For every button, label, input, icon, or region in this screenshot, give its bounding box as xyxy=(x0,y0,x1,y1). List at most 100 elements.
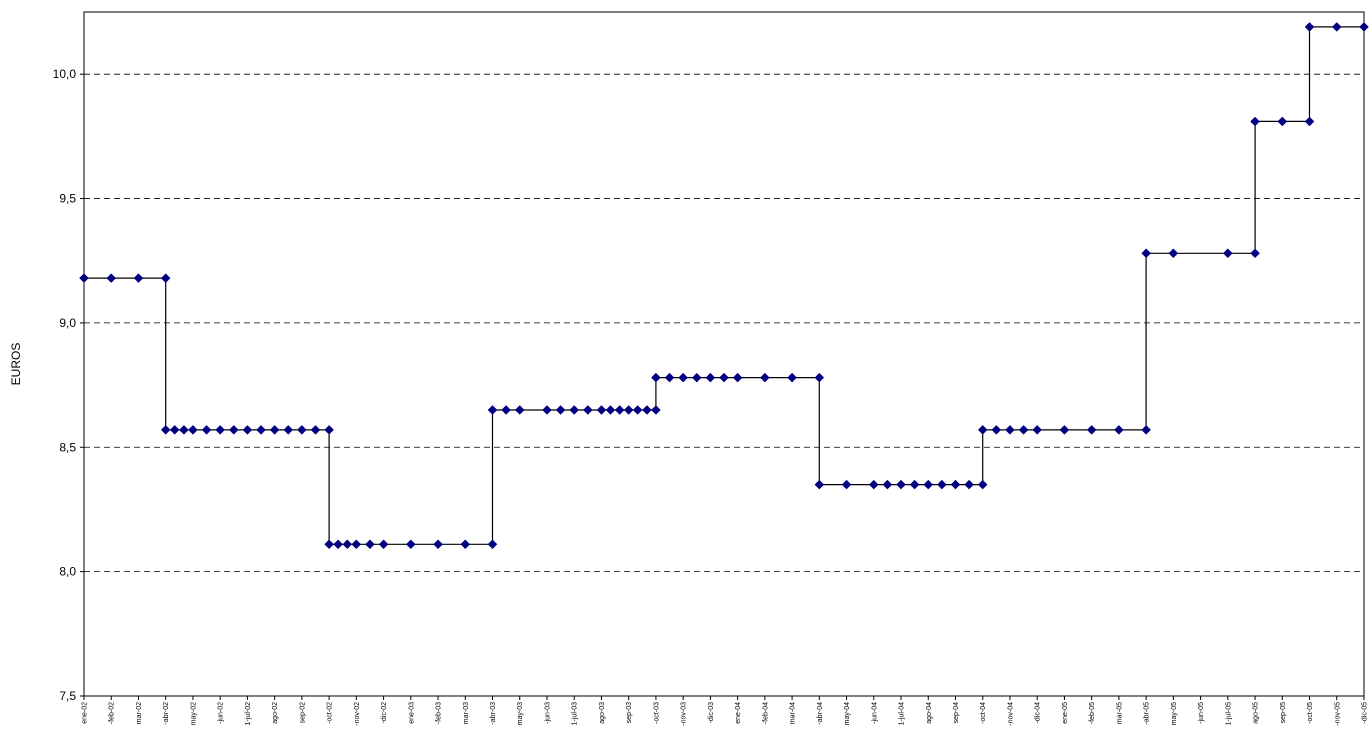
y-tick-label: 9,0 xyxy=(59,316,76,330)
x-tick-label: sep-03 xyxy=(626,702,633,724)
x-tick-label: 1-jul-04 xyxy=(899,702,906,725)
data-point-marker xyxy=(201,425,212,435)
data-point-marker xyxy=(1359,22,1369,32)
data-point-marker xyxy=(759,372,770,383)
data-point-marker xyxy=(937,479,947,490)
y-tick-label: 7,5 xyxy=(59,689,76,703)
x-tick-label: -abr-04 xyxy=(817,702,824,725)
x-tick-label: -dic-02 xyxy=(381,702,388,724)
data-point-marker xyxy=(651,405,661,415)
data-point-marker xyxy=(1331,22,1342,32)
data-point-marker xyxy=(106,273,117,283)
x-tick-label: mar-02 xyxy=(136,702,143,724)
x-tick-label: -feb-05 xyxy=(1089,702,1096,724)
data-point-marker xyxy=(977,479,988,490)
data-point-marker xyxy=(950,479,961,490)
data-point-marker xyxy=(1141,248,1151,259)
data-point-marker xyxy=(79,273,89,283)
data-point-marker xyxy=(324,539,334,550)
data-point-marker xyxy=(705,372,716,383)
x-tick-label: mar-04 xyxy=(790,702,797,724)
x-tick-label: -abr-02 xyxy=(163,702,170,725)
x-tick-label: -feb-03 xyxy=(436,702,443,724)
x-tick-label: -feb-02 xyxy=(109,702,116,724)
data-point-marker xyxy=(487,539,498,550)
data-point-marker xyxy=(342,539,353,550)
data-point-marker xyxy=(1168,248,1179,259)
x-tick-label: -nov-05 xyxy=(1334,702,1341,726)
data-point-marker xyxy=(297,425,307,435)
data-point-marker xyxy=(1250,116,1260,127)
data-point-marker xyxy=(1059,425,1070,435)
x-tick-label: -dic-04 xyxy=(1035,702,1042,724)
data-point-marker xyxy=(814,479,825,490)
data-point-marker xyxy=(542,405,552,415)
x-tick-label: -nov-02 xyxy=(354,702,361,726)
y-tick-label: 9,5 xyxy=(59,192,76,206)
series-line xyxy=(84,26,1364,545)
y-axis-label: EUROS xyxy=(9,343,23,386)
x-tick-label: -nov-04 xyxy=(1007,702,1014,726)
data-point-marker xyxy=(256,425,266,435)
data-point-marker xyxy=(1114,425,1124,435)
data-point-marker xyxy=(405,539,416,550)
x-tick-label: mar-05 xyxy=(1116,702,1123,724)
data-point-marker xyxy=(1304,22,1315,32)
data-point-marker xyxy=(1005,425,1015,435)
data-point-marker xyxy=(814,372,825,383)
axes xyxy=(80,11,1365,700)
data-point-marker xyxy=(365,539,375,550)
data-point-marker xyxy=(283,425,294,435)
data-point-marker xyxy=(582,405,593,415)
x-tick-label: 1-jul-03 xyxy=(572,702,579,725)
data-point-marker xyxy=(977,425,988,435)
data-point-marker xyxy=(228,425,239,435)
x-tick-label: ago-05 xyxy=(1253,702,1260,724)
data-point-marker xyxy=(169,425,180,435)
data-point-marker xyxy=(1277,116,1288,127)
data-point-marker xyxy=(242,425,253,435)
series-markers xyxy=(79,22,1369,550)
data-point-marker xyxy=(605,405,616,415)
data-point-marker xyxy=(1250,248,1260,259)
data-point-marker xyxy=(1222,248,1233,259)
x-tick-label: -oct-05 xyxy=(1307,702,1314,724)
data-point-marker xyxy=(487,405,498,415)
y-tick-labels: 7,5 8,0 8,5 9,0 9,5 10,0 xyxy=(53,67,77,703)
data-point-marker xyxy=(719,372,729,383)
data-point-marker xyxy=(333,539,343,550)
data-point-marker xyxy=(460,539,471,550)
data-point-marker xyxy=(1018,425,1029,435)
x-tick-label: -jun-04 xyxy=(871,702,878,724)
x-tick-label: -dic-03 xyxy=(708,702,715,724)
x-tick-label: -jun-05 xyxy=(1198,702,1205,724)
data-point-marker xyxy=(433,539,443,550)
data-point-marker xyxy=(964,479,974,490)
data-point-marker xyxy=(1141,425,1151,435)
data-point-marker xyxy=(160,425,171,435)
data-point-marker xyxy=(732,372,743,383)
x-tick-label: may-05 xyxy=(1171,702,1178,725)
data-point-marker xyxy=(269,425,280,435)
x-tick-label: ene-05 xyxy=(1062,702,1069,724)
x-tick-label: ene-04 xyxy=(735,702,742,724)
x-tick-label: 1-jul-05 xyxy=(1225,702,1232,725)
data-point-marker xyxy=(501,405,511,415)
data-point-marker xyxy=(596,405,607,415)
x-tick-label: -feb-04 xyxy=(762,702,769,724)
x-tick-label: sep-04 xyxy=(953,702,960,724)
data-point-marker xyxy=(1032,425,1043,435)
data-point-marker xyxy=(514,405,525,415)
x-tick-label: -abr-03 xyxy=(490,702,497,725)
data-point-marker xyxy=(923,479,934,490)
data-point-marker xyxy=(651,372,661,383)
x-tick-label: ago-03 xyxy=(599,702,606,724)
data-point-marker xyxy=(188,425,198,435)
data-point-marker xyxy=(614,405,625,415)
y-tick-label: 10,0 xyxy=(53,67,77,81)
data-point-marker xyxy=(569,405,580,415)
x-tick-label: -jun-03 xyxy=(544,702,551,724)
x-tick-label: -abr-05 xyxy=(1144,702,1151,725)
x-tick-label: may-04 xyxy=(844,702,851,725)
data-point-marker xyxy=(1086,425,1097,435)
